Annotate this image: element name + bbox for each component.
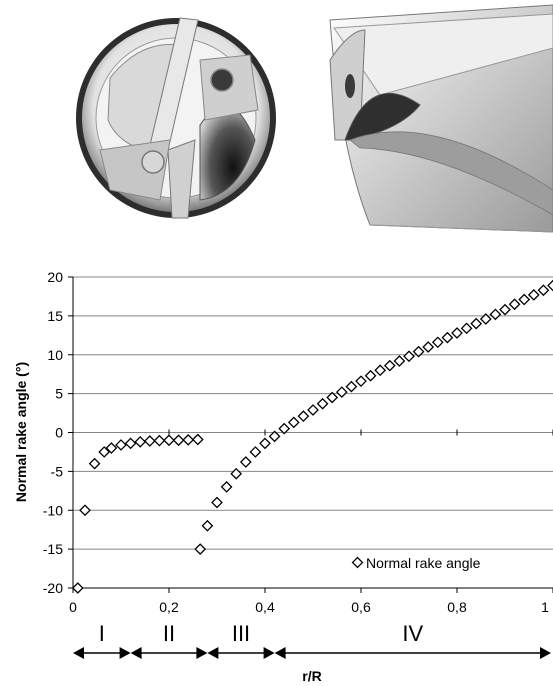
zone-arrow-head-right	[263, 647, 275, 659]
data-point	[194, 543, 207, 555]
y-tick-label: 15	[47, 308, 63, 324]
data-point	[297, 410, 310, 423]
data-point	[172, 434, 185, 447]
data-point	[71, 582, 84, 594]
data-point	[537, 284, 550, 297]
zone-arrow-head-right	[196, 647, 208, 659]
data-point	[79, 504, 91, 517]
data-point	[374, 364, 387, 377]
data-point	[335, 386, 348, 398]
zone-arrow-head-left	[73, 647, 84, 659]
data-point	[364, 369, 377, 382]
y-tick-label: 10	[47, 347, 63, 363]
data-point	[470, 317, 483, 330]
data-point	[527, 289, 540, 301]
data-point	[249, 446, 262, 458]
y-tick-labels: 20 15 10 5 0 -5 -10 -15 -20	[43, 269, 63, 596]
legend: Normal rake angle	[344, 552, 526, 574]
data-point	[191, 433, 204, 446]
data-point	[143, 435, 156, 447]
y-tick-label: -10	[43, 502, 63, 518]
x-tick-label: 0,4	[255, 599, 275, 615]
data-point	[508, 298, 521, 311]
data-point	[422, 341, 435, 353]
y-tick-label: -20	[43, 580, 63, 596]
data-point	[278, 422, 291, 435]
data-points	[71, 279, 553, 594]
data-point	[230, 467, 243, 480]
x-tick-label: 0,2	[159, 599, 179, 615]
y-tick-label: 0	[55, 425, 63, 441]
data-point	[412, 345, 425, 358]
data-point	[431, 336, 444, 349]
data-point	[239, 456, 252, 468]
legend-box	[344, 552, 526, 574]
data-point	[163, 434, 175, 447]
data-point	[98, 446, 111, 458]
data-point	[307, 404, 319, 416]
data-point	[287, 416, 300, 429]
zone-arrow-head-right	[540, 647, 551, 659]
zone-arrow-head-left	[130, 647, 142, 659]
data-point	[268, 430, 281, 443]
data-point	[182, 434, 195, 446]
x-tick-labels: 0 0,2 0,4 0,6 0,8 1	[69, 599, 549, 615]
legend-marker	[351, 556, 364, 569]
data-point	[259, 437, 271, 450]
x-tick-label: 0,6	[351, 599, 371, 615]
data-point	[441, 331, 454, 344]
data-point	[489, 308, 502, 321]
data-point	[220, 481, 233, 493]
data-point	[460, 322, 473, 335]
data-point	[451, 327, 463, 339]
data-point	[326, 391, 339, 404]
y-tick-label: 20	[47, 269, 63, 285]
data-point	[124, 437, 137, 450]
drill-bit-side-view-image	[329, 4, 553, 233]
data-point	[201, 519, 214, 532]
x-tick-label: 0	[69, 599, 77, 615]
zone-label: I	[99, 621, 105, 646]
zone-label: IV	[402, 621, 423, 646]
zone-arrow-head-left	[274, 647, 286, 659]
legend-label: Normal rake angle	[366, 555, 481, 571]
zone-label: III	[232, 621, 250, 646]
data-point	[345, 380, 358, 393]
data-point	[547, 279, 553, 292]
data-point	[211, 496, 223, 509]
data-point	[479, 313, 492, 325]
zone-arrow-head-right	[119, 647, 131, 659]
x-axis-title: r/R	[302, 668, 321, 684]
y-tick-label: 5	[55, 386, 63, 402]
data-point	[105, 442, 118, 454]
zone-label: II	[163, 621, 175, 646]
y-tick-label: -15	[43, 541, 63, 557]
y-tick-label: -5	[51, 463, 64, 479]
drill-bit-end-view-image	[76, 17, 276, 219]
data-point	[383, 359, 396, 372]
data-point	[403, 350, 415, 363]
data-point	[88, 457, 101, 470]
data-point	[316, 397, 329, 410]
data-point	[393, 355, 406, 367]
data-point	[355, 375, 367, 388]
x-tick-label: 1	[541, 599, 549, 615]
axes	[68, 276, 553, 593]
x-tick-label: 0,8	[447, 599, 467, 615]
data-point	[134, 435, 147, 448]
zone-annotations: I II III IV	[73, 621, 551, 659]
data-point	[518, 293, 531, 306]
data-point	[115, 439, 127, 451]
data-point	[499, 303, 511, 316]
data-point	[153, 434, 166, 447]
zone-arrow-head-left	[207, 647, 219, 659]
y-axis-title: Normal rake angle (°)	[13, 362, 29, 502]
